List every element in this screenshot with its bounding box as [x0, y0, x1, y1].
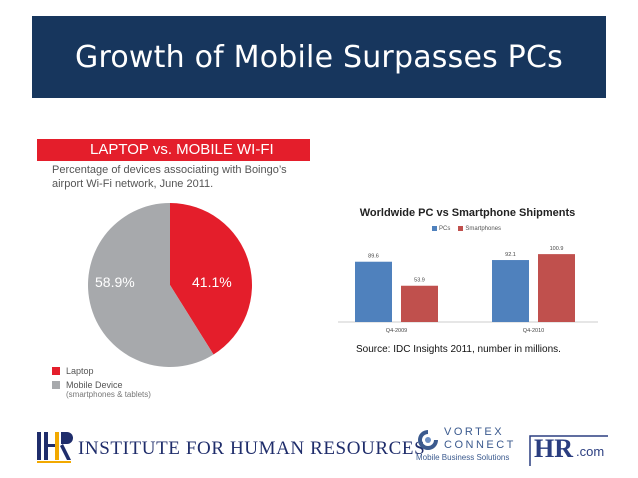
mobile-swatch — [52, 381, 60, 389]
legend-smartphones: Smartphones — [458, 226, 501, 232]
bar-category-label: Q4-2010 — [523, 328, 544, 334]
laptop-swatch — [52, 367, 60, 375]
pie-slice-laptop — [170, 203, 252, 355]
bar-category-label: Q4-2009 — [386, 328, 407, 334]
bar-smartphones-q4-2010 — [538, 254, 575, 322]
pie-subtitle: Percentage of devices associating with B… — [52, 164, 287, 190]
legend-pcs-label: PCs — [439, 226, 451, 233]
legend-label-laptop: Laptop — [66, 366, 94, 376]
bar-legend: PCs Smartphones — [432, 226, 501, 232]
pie-slice-mobile-device — [87, 203, 214, 367]
bar-smartphones-q4-2009 — [401, 285, 438, 322]
bar-chart-title: Worldwide PC vs Smartphone Shipments — [359, 207, 576, 219]
vortex-wordmark: VORTEX CONNECT — [444, 426, 516, 452]
source-note: Source: IDC Insights 2011, number in mil… — [356, 344, 561, 355]
vortex-line2: CONNECT — [444, 439, 516, 451]
legend-label-mobile: Mobile Device — [66, 380, 123, 390]
legend-sub-mobile: (smartphones & tablets) — [66, 390, 151, 399]
pie-legend-mobile: Mobile Device (smartphones & tablets) — [52, 380, 151, 399]
bar-pcs-q4-2009 — [355, 261, 392, 322]
bar-value-label: 92.1 — [505, 252, 516, 258]
legend-smartphones-label: Smartphones — [465, 226, 502, 233]
title-banner: Growth of Mobile Surpasses PCs — [32, 16, 606, 98]
bar-pcs-q4-2010 — [492, 260, 529, 322]
bar-value-label: 100.9 — [550, 246, 564, 252]
ihr-name: INSTITUTE FOR HUMAN RESOURCES — [78, 438, 426, 459]
ihr-logo-icon — [37, 432, 73, 463]
legend-pcs: PCs — [432, 226, 450, 232]
pie-legend-laptop: Laptop — [52, 366, 94, 376]
bar-value-label: 53.9 — [414, 278, 425, 284]
slide-title: Growth of Mobile Surpasses PCs — [75, 39, 563, 75]
pie-label-laptop: 41.1% — [192, 274, 232, 290]
vortex-line1: VORTEX — [444, 426, 505, 438]
bar-chart: 89.6 53.9 Q4-2009 92.1 100.9 Q4-2010 — [338, 246, 598, 334]
vortex-tagline: Mobile Business Solutions — [416, 453, 510, 462]
hr-com-logo: HR .com — [528, 432, 610, 466]
hr-logo-text: HR — [534, 434, 573, 463]
bar-value-label: 89.6 — [368, 254, 379, 260]
pie-chart — [87, 203, 252, 367]
hr-logo-suffix: .com — [576, 444, 605, 459]
vortex-logo-icon — [418, 430, 438, 450]
pie-header: LAPTOP vs. MOBILE WI-FI — [37, 139, 310, 161]
pie-label-mobile: 58.9% — [95, 274, 135, 290]
